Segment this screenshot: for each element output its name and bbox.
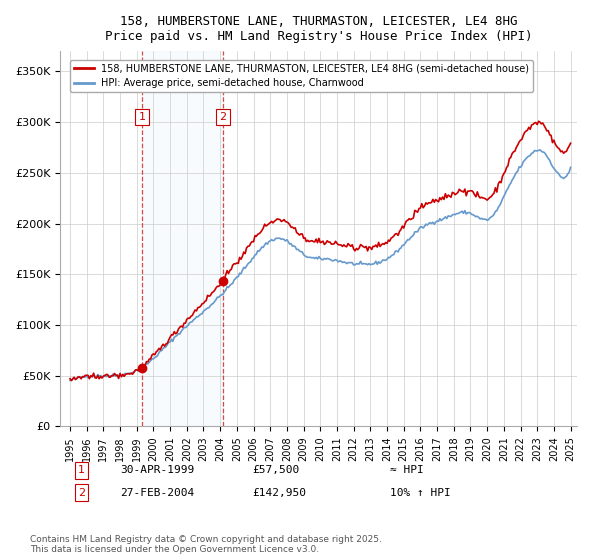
Legend: 158, HUMBERSTONE LANE, THURMASTON, LEICESTER, LE4 8HG (semi-detached house), HPI: 158, HUMBERSTONE LANE, THURMASTON, LEICE… [70, 60, 533, 92]
Text: 2: 2 [219, 112, 226, 122]
Bar [142, 51, 223, 426]
Text: 1: 1 [78, 465, 85, 475]
Title: 158, HUMBERSTONE LANE, THURMASTON, LEICESTER, LE4 8HG
Price paid vs. HM Land Reg: 158, HUMBERSTONE LANE, THURMASTON, LEICE… [105, 15, 533, 43]
Text: £142,950: £142,950 [252, 488, 306, 498]
Text: 30-APR-1999: 30-APR-1999 [120, 465, 194, 475]
Text: 1: 1 [139, 112, 146, 122]
Text: 10% ↑ HPI: 10% ↑ HPI [390, 488, 451, 498]
Text: 27-FEB-2004: 27-FEB-2004 [120, 488, 194, 498]
Text: 2: 2 [78, 488, 85, 498]
Text: ≈ HPI: ≈ HPI [390, 465, 424, 475]
Text: £57,500: £57,500 [252, 465, 299, 475]
Text: Contains HM Land Registry data © Crown copyright and database right 2025.
This d: Contains HM Land Registry data © Crown c… [30, 535, 382, 554]
